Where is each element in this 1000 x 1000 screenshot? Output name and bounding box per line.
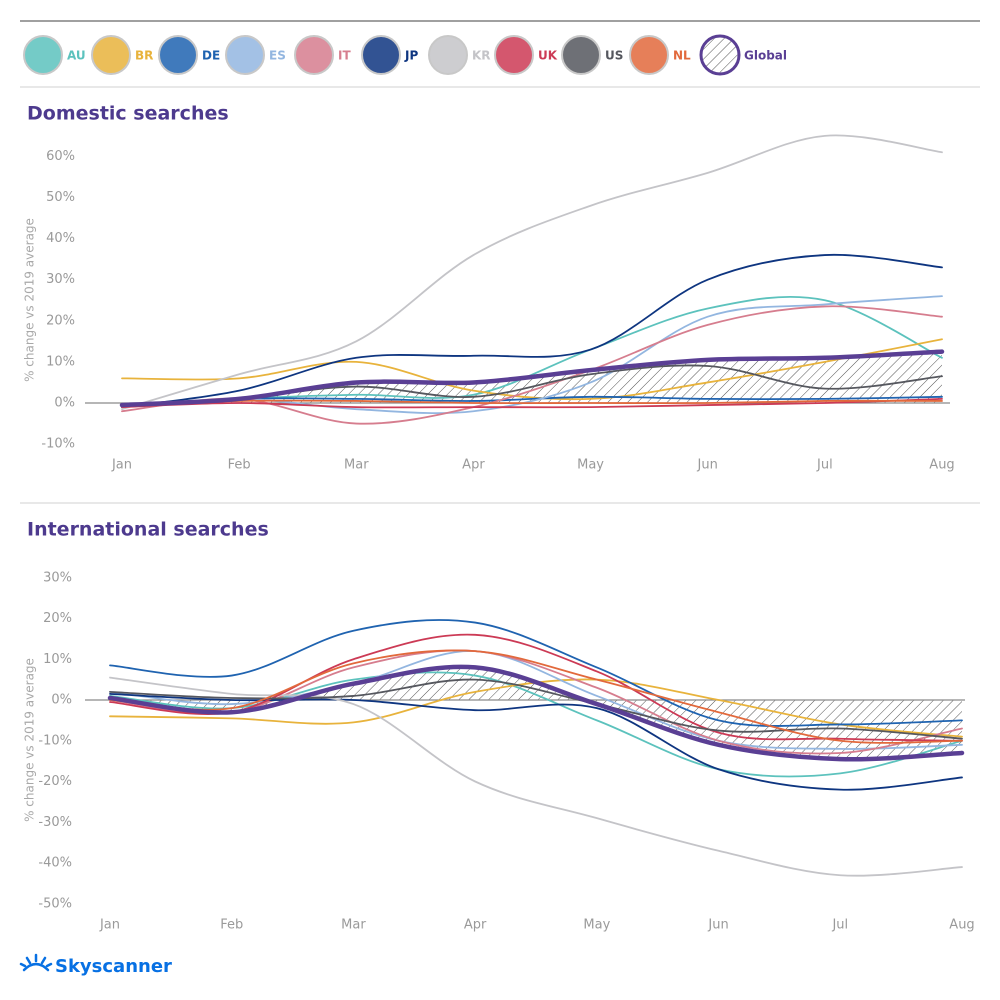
series-line: KR [109, 676, 963, 877]
legend-icon [699, 34, 741, 76]
y-tick-label: 50% [46, 190, 75, 205]
legend-icon [91, 35, 131, 75]
x-tick-label: Mar [341, 918, 366, 933]
x-tick-label: Jan [99, 918, 120, 933]
legend-icon [158, 35, 198, 75]
series-line: UK [121, 397, 943, 409]
series-line: AU [109, 671, 963, 778]
brand-logo: Skyscanner [19, 953, 172, 977]
legend-label: JP [404, 49, 418, 63]
x-tick-label: Aug [949, 918, 974, 933]
y-axis-label: % change vs 2019 average [23, 658, 37, 822]
y-tick-label: 30% [46, 272, 75, 287]
x-tick-label: Apr [464, 918, 487, 933]
y-tick-label: 20% [43, 611, 72, 626]
x-tick-label: Jun [697, 458, 718, 473]
x-tick-label: Aug [929, 458, 954, 473]
x-tick-label: Feb [220, 918, 243, 933]
series-line: US [109, 678, 963, 740]
legend-label: US [605, 49, 623, 63]
y-tick-label: 30% [43, 570, 72, 585]
legend-label: ES [269, 49, 286, 63]
legend-label: IT [338, 49, 351, 63]
series-line: BR [121, 338, 943, 401]
y-tick-label: 20% [46, 313, 75, 328]
series-line: JP [121, 253, 943, 409]
legend-icon [225, 35, 265, 75]
series-line: KR [121, 134, 943, 411]
series-line: NL [109, 649, 963, 744]
chart-title: Domestic searches [27, 103, 229, 125]
hatched-area [110, 666, 962, 760]
series-line: DE [109, 619, 963, 727]
y-tick-label: 0% [51, 693, 72, 708]
charts: Domestic searches % change vs 2019 averag… [23, 103, 975, 933]
x-tick-label: May [577, 458, 604, 473]
legend-icon [494, 35, 534, 75]
y-tick-label: 0% [54, 396, 75, 411]
y-tick-label: 10% [46, 354, 75, 369]
x-tick-label: Jul [816, 458, 833, 473]
y-tick-label: 60% [46, 149, 75, 164]
chart-title: International searches [27, 519, 269, 541]
x-tick-label: Feb [228, 458, 251, 473]
legend-label: DE [202, 49, 220, 63]
legend-label: KR [472, 49, 491, 63]
y-tick-label: -10% [38, 733, 72, 748]
series-line: Global [107, 664, 965, 762]
legend-label: UK [538, 49, 558, 63]
legend-label: AU [67, 49, 86, 63]
series-line: ES [109, 650, 963, 750]
legend-icon [294, 35, 334, 75]
x-tick-label: Mar [344, 458, 369, 473]
x-tick-label: Jul [831, 918, 848, 933]
x-tick-label: Jun [707, 918, 728, 933]
legend-icon [428, 35, 468, 75]
series-line: Global [119, 349, 945, 408]
x-tick-label: Jan [111, 458, 132, 473]
series-line: JP [109, 692, 963, 791]
legend-label: BR [135, 49, 153, 63]
legend-icon [629, 35, 669, 75]
series-line: ES [121, 295, 943, 415]
x-tick-label: Apr [462, 458, 485, 473]
brand-name: Skyscanner [55, 956, 172, 977]
y-tick-label: 10% [43, 652, 72, 667]
legend-label: Global [744, 49, 787, 63]
y-axis-label: % change vs 2019 average [23, 218, 37, 382]
legend: AU BR DE ES IT JP KR UK US NL Global [23, 34, 787, 76]
y-tick-label: 40% [46, 231, 75, 246]
legend-icon [561, 35, 601, 75]
x-tick-label: May [583, 918, 610, 933]
y-tick-label: -10% [41, 437, 75, 452]
legend-label: NL [673, 49, 691, 63]
y-tick-label: -40% [38, 856, 72, 871]
legend-icon [23, 35, 63, 75]
y-tick-label: -20% [38, 774, 72, 789]
legend-icon [361, 35, 401, 75]
y-tick-label: -50% [38, 896, 72, 911]
y-tick-label: -30% [38, 815, 72, 830]
series-line: NL [121, 399, 943, 406]
